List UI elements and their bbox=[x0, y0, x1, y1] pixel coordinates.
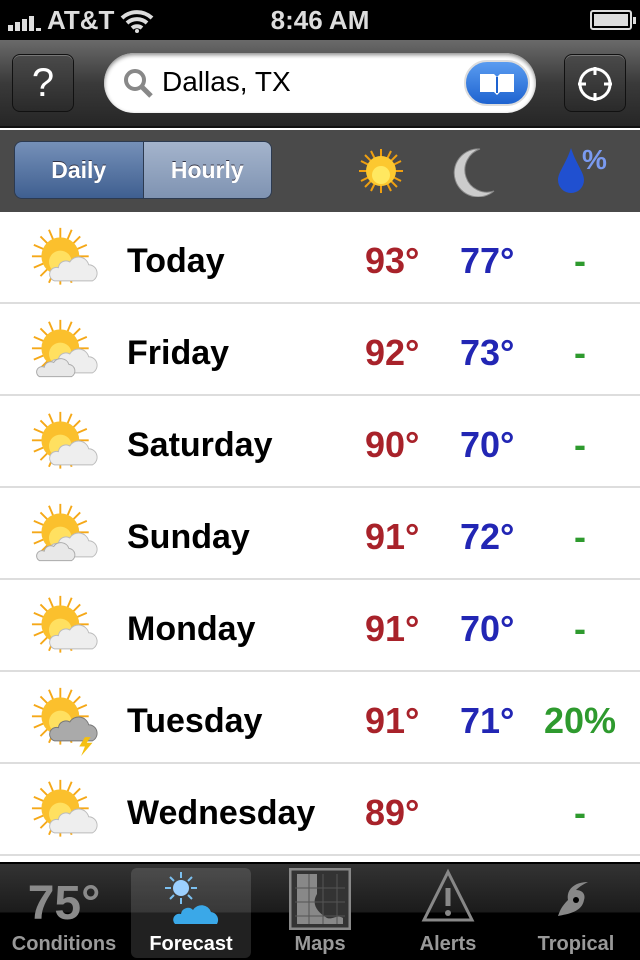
low-temp: 71° bbox=[460, 700, 515, 741]
high-temp: 90° bbox=[365, 424, 420, 465]
locate-button[interactable] bbox=[564, 54, 626, 112]
high-temp: 92° bbox=[365, 332, 420, 373]
daily-hourly-toggle[interactable]: Daily Hourly bbox=[14, 141, 272, 199]
tab-label: Maps bbox=[294, 933, 346, 955]
current-temp: 75° bbox=[27, 877, 101, 930]
book-icon bbox=[480, 74, 514, 95]
nav-bar: ? Dallas, TX bbox=[0, 40, 640, 128]
forecast-row[interactable]: Saturday 90° 70° - bbox=[0, 396, 640, 488]
high-temp: 91° bbox=[365, 516, 420, 557]
segment-hourly[interactable]: Hourly bbox=[142, 142, 271, 198]
precip-chance: - bbox=[574, 608, 586, 649]
tab-label: Forecast bbox=[149, 933, 233, 955]
high-temp: 89° bbox=[365, 792, 420, 833]
help-button[interactable]: ? bbox=[12, 54, 74, 112]
tab-alerts[interactable]: Alerts bbox=[386, 868, 510, 958]
tab-bar: 75° Conditions Forecast Maps Alerts Trop… bbox=[0, 862, 640, 960]
status-bar: AT&T 8:46 AM bbox=[0, 0, 640, 40]
signal-icon bbox=[8, 11, 41, 31]
tab-tropical[interactable]: Tropical bbox=[514, 868, 638, 958]
tab-maps[interactable]: Maps bbox=[258, 867, 382, 958]
thunderstorm-icon bbox=[31, 687, 98, 756]
search-input[interactable]: Dallas, TX bbox=[162, 66, 291, 97]
precip-chance: - bbox=[574, 516, 586, 557]
day-label: Tuesday bbox=[127, 702, 263, 740]
precip-percent-label: % bbox=[582, 144, 607, 175]
partly-sunny-icon bbox=[31, 595, 98, 653]
carrier-name: AT&T bbox=[47, 5, 115, 35]
low-temp: 72° bbox=[460, 516, 515, 557]
clock: 8:46 AM bbox=[270, 5, 370, 35]
day-label: Monday bbox=[127, 610, 256, 648]
partly-sunny-icon bbox=[31, 411, 98, 469]
crosshair-icon bbox=[578, 67, 612, 101]
tab-label: Conditions bbox=[11, 933, 117, 955]
day-label: Saturday bbox=[127, 426, 273, 464]
precip-chance: - bbox=[574, 240, 586, 281]
precip-chance: - bbox=[574, 792, 586, 833]
forecast-row[interactable]: Wednesday 89° - bbox=[0, 764, 640, 856]
high-temp: 91° bbox=[365, 608, 420, 649]
forecast-row[interactable]: Friday 92° 73° - bbox=[0, 304, 640, 396]
low-temp: 77° bbox=[460, 240, 515, 281]
precip-chance: 20% bbox=[543, 700, 617, 741]
partly-sunny-icon bbox=[31, 779, 98, 837]
partly-sunny-icon bbox=[31, 227, 98, 285]
low-moon-icon bbox=[453, 148, 495, 197]
partly-cloudy-icon bbox=[31, 503, 98, 562]
forecast-row[interactable]: Today 93° 77° - bbox=[0, 212, 640, 304]
high-sun-icon bbox=[359, 149, 403, 193]
search-icon bbox=[124, 69, 153, 98]
day-label: Sunday bbox=[127, 518, 250, 556]
forecast-row[interactable]: Sunday 91° 72° - bbox=[0, 488, 640, 580]
tab-label: Alerts bbox=[419, 933, 477, 955]
tab-label: Tropical bbox=[537, 933, 615, 955]
day-label: Friday bbox=[127, 334, 230, 372]
hurricane-icon bbox=[558, 882, 588, 916]
bookmarks-button[interactable] bbox=[464, 60, 530, 106]
segment-daily[interactable]: Daily bbox=[15, 142, 143, 198]
tab-conditions[interactable]: 75° Conditions bbox=[2, 868, 126, 958]
wifi-icon bbox=[121, 9, 154, 33]
forecast-icon bbox=[165, 872, 219, 924]
high-temp: 93° bbox=[365, 240, 420, 281]
high-temp: 91° bbox=[365, 700, 420, 741]
precip-drop-icon bbox=[558, 148, 584, 193]
day-label: Wednesday bbox=[127, 794, 316, 832]
tab-forecast[interactable]: Forecast bbox=[131, 868, 251, 958]
battery-icon bbox=[590, 10, 636, 30]
forecast-header: Daily Hourly % bbox=[0, 130, 640, 212]
forecast-row[interactable]: Monday 91° 70° - bbox=[0, 580, 640, 672]
forecast-row[interactable]: Tuesday 91° 71° 20% bbox=[0, 672, 640, 764]
low-temp: 70° bbox=[460, 424, 515, 465]
carrier: AT&T bbox=[8, 5, 154, 36]
precip-chance: - bbox=[574, 332, 586, 373]
day-label: Today bbox=[127, 242, 225, 280]
low-temp: 73° bbox=[460, 332, 515, 373]
map-icon bbox=[288, 867, 352, 931]
search-field[interactable]: Dallas, TX bbox=[104, 53, 536, 113]
partly-cloudy-icon bbox=[31, 319, 98, 378]
alert-triangle-icon bbox=[421, 868, 475, 922]
precip-chance: - bbox=[574, 424, 586, 465]
low-temp: 70° bbox=[460, 608, 515, 649]
